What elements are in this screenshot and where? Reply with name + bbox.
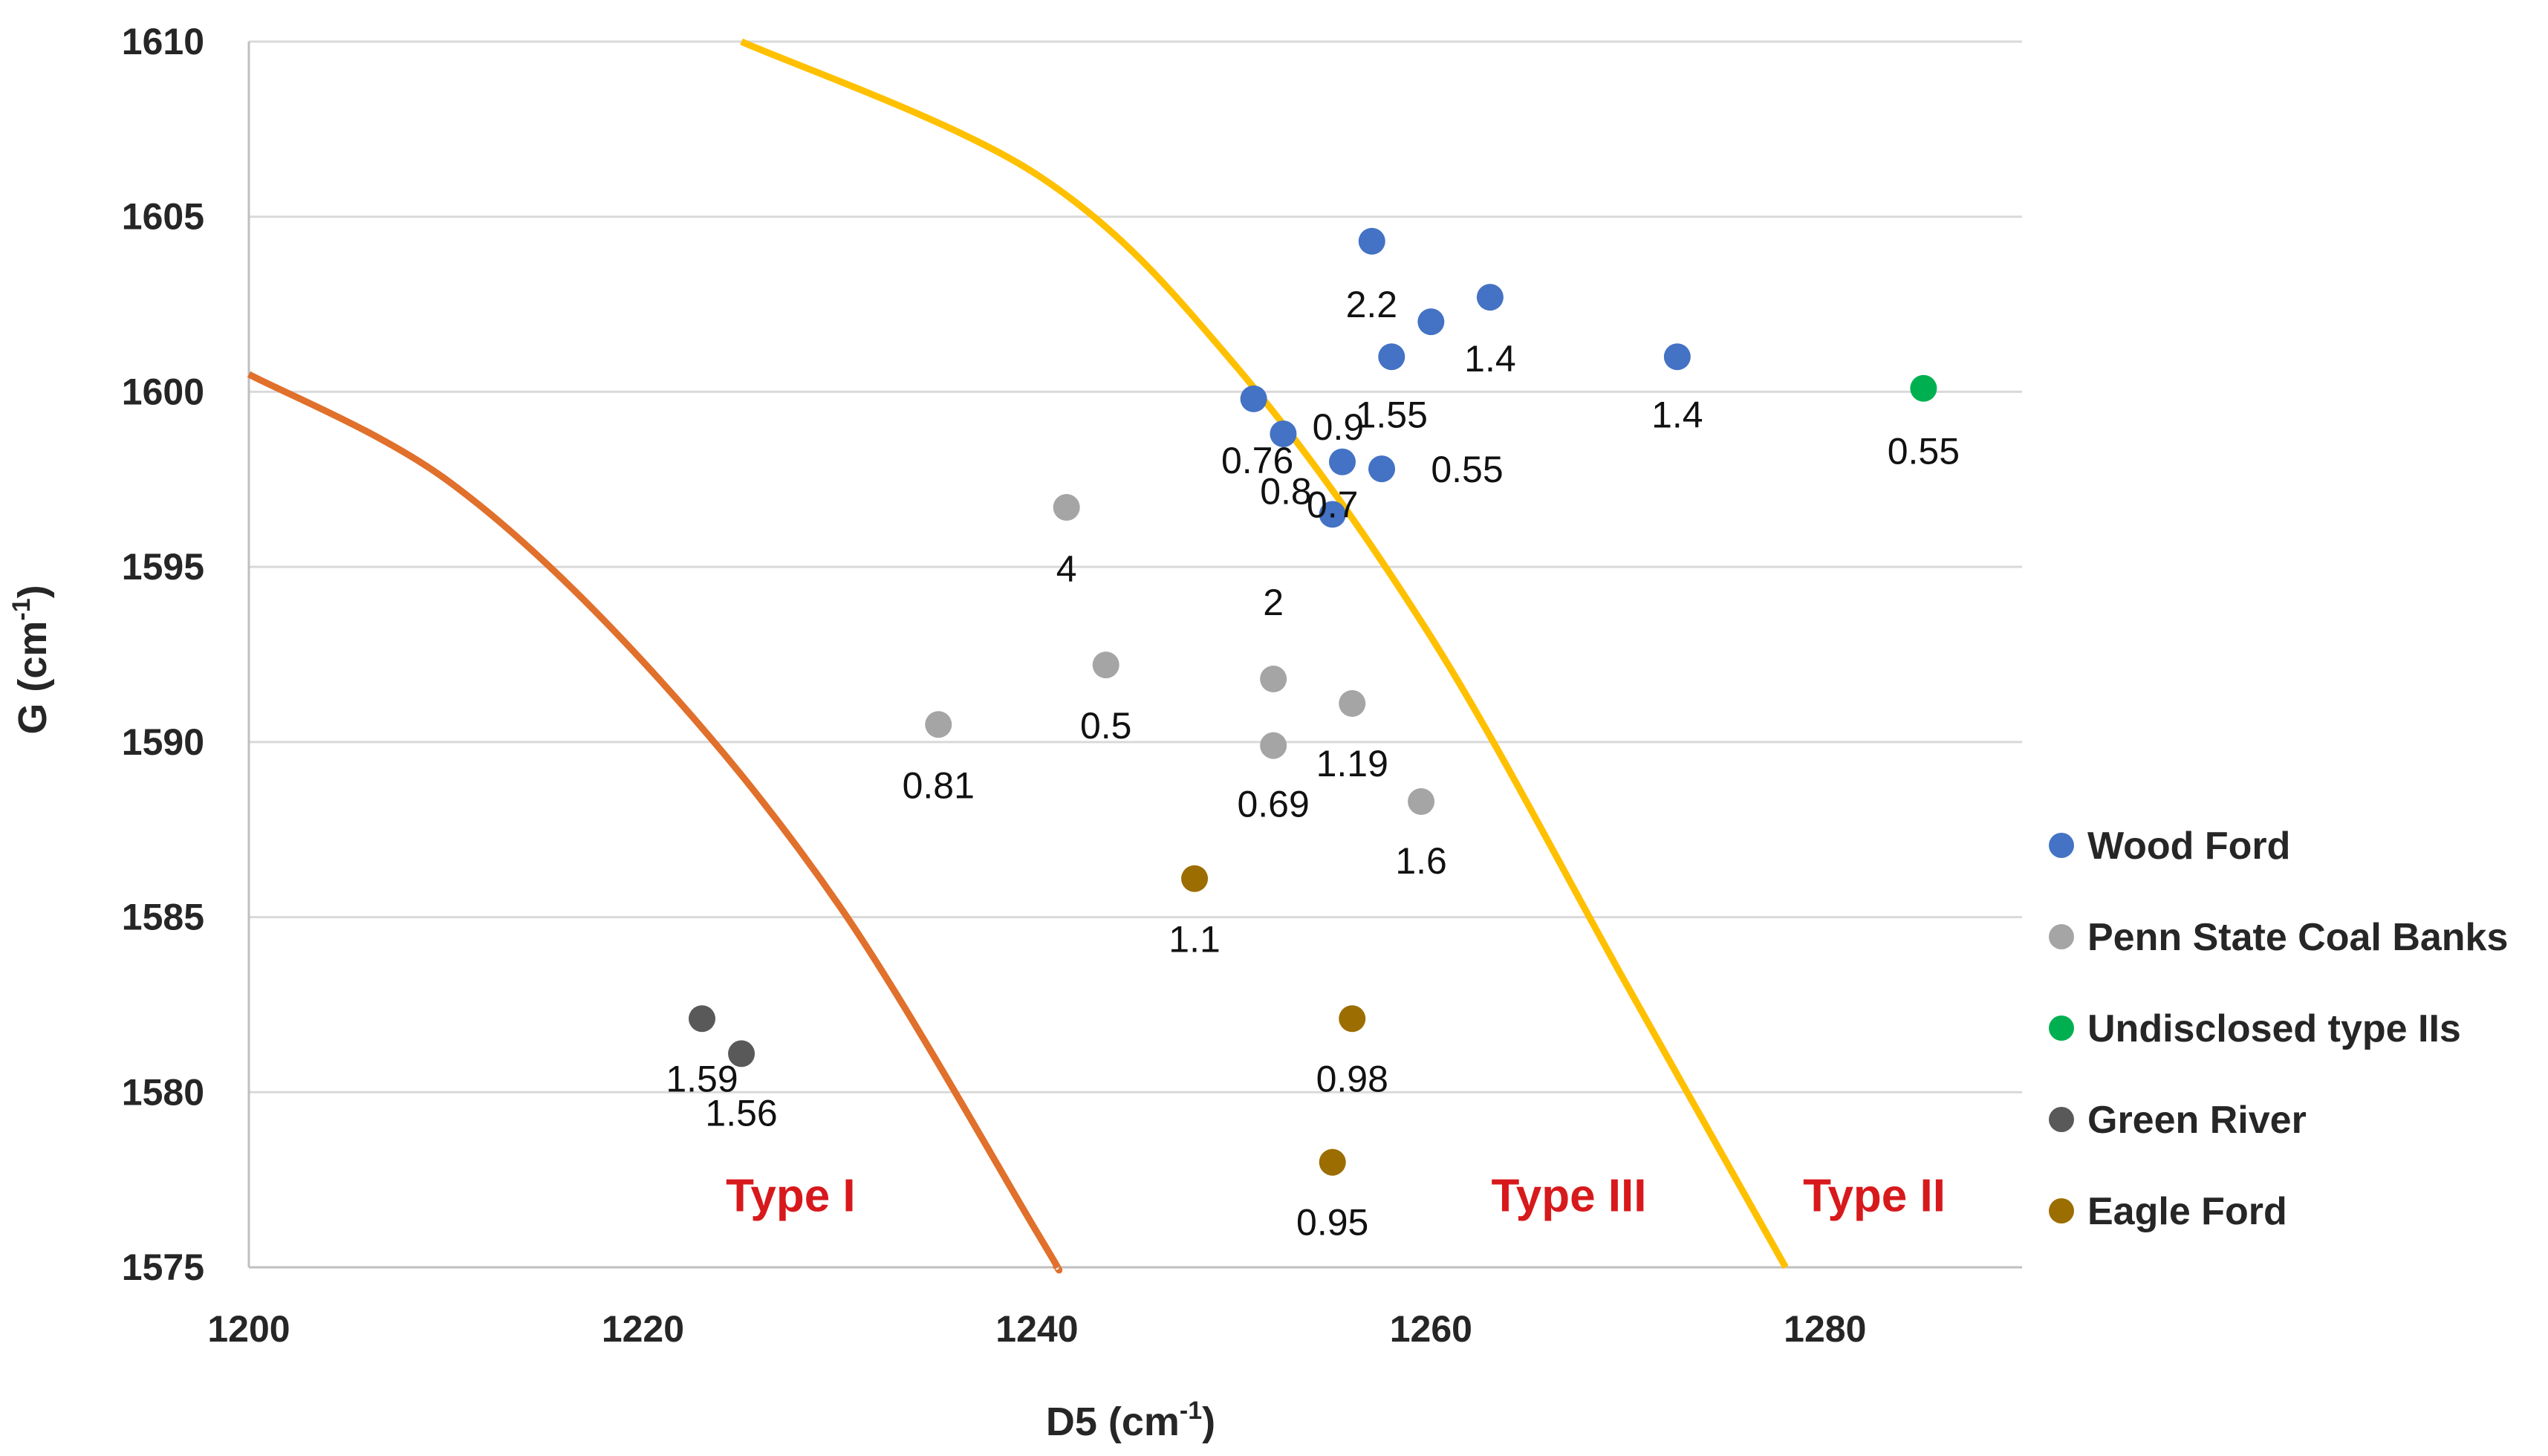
data-point: [1260, 666, 1287, 692]
legend-label: Eagle Ford: [2087, 1190, 2287, 1233]
data-label: 1.55: [1356, 394, 1428, 435]
boundary-curves: [247, 38, 1789, 1274]
region-labels: Type I Type III Type II: [726, 1171, 1946, 1222]
data-point: [1378, 343, 1405, 371]
data-label: 0.9: [1313, 406, 1365, 448]
y-tick-label: 1575: [122, 1247, 204, 1288]
legend-marker: [2049, 1015, 2074, 1041]
data-point: [1260, 732, 1287, 759]
data-label: 2.2: [1346, 284, 1398, 325]
y-tick-label: 1610: [122, 21, 204, 62]
data-label: 4: [1056, 548, 1077, 590]
data-point: [1910, 374, 1937, 402]
tick-labels: 1575 1580 1585 1590 1595 1600 1605 1610 1200 1220…: [122, 21, 1867, 1350]
data-point: [728, 1040, 755, 1067]
x-tick-label: 1240: [995, 1308, 1078, 1350]
data-label: 1.4: [1464, 338, 1516, 380]
data-point: [1328, 448, 1356, 475]
legend-marker: [2049, 924, 2074, 949]
data-point: [1339, 690, 1366, 717]
data-label: 1.4: [1651, 394, 1703, 435]
data-labels: 2.2 1.4 1.55 1.4 0.76 0.90.8 0.55 0.7 4 2 0.5 0.81 1…: [666, 284, 1960, 1243]
x-tick-label: 1260: [1390, 1308, 1472, 1350]
axes: [247, 42, 2022, 1269]
legend: Wood Ford Penn State Coal Banks Undisclose…: [2049, 825, 2508, 1233]
boundary-curve: [247, 371, 1063, 1274]
x-tick-label: 1200: [207, 1308, 290, 1350]
region-label: Type I: [726, 1171, 856, 1222]
y-tick-label: 1580: [122, 1071, 204, 1113]
data-point: [1408, 788, 1435, 815]
y-tick-label: 1605: [122, 196, 204, 238]
data-point: [689, 1005, 716, 1033]
data-point: [1092, 651, 1119, 679]
data-label: 0.55: [1431, 449, 1503, 490]
data-point: [1663, 343, 1691, 371]
data-point: [1476, 284, 1504, 311]
region-label: Type II: [1803, 1171, 1946, 1222]
data-label: 1.59: [666, 1058, 738, 1099]
data-label: 1.1: [1169, 919, 1221, 961]
legend-label: Undisclosed type IIs: [2087, 1007, 2461, 1050]
legend-label: Penn State Coal Banks: [2087, 916, 2508, 959]
data-label: 0.8: [1260, 471, 1312, 513]
y-tick-label: 1590: [122, 721, 204, 763]
data-label: 1.6: [1395, 840, 1447, 882]
region-label: Type III: [1491, 1171, 1646, 1222]
data-label: 0.5: [1080, 705, 1132, 747]
y-tick-label: 1585: [122, 897, 204, 938]
data-point: [1417, 308, 1445, 336]
data-point: [1339, 1005, 1366, 1033]
data-point: [1053, 494, 1080, 521]
x-tick-label: 1220: [602, 1308, 684, 1350]
data-point: [925, 711, 952, 738]
legend-marker: [2049, 1107, 2074, 1132]
data-label: 0.55: [1888, 431, 1960, 472]
data-label: 0.76: [1221, 440, 1293, 481]
legend-marker: [2049, 1198, 2074, 1223]
y-tick-label: 1595: [122, 546, 204, 588]
x-tick-label: 1280: [1784, 1308, 1866, 1350]
data-point: [1368, 455, 1396, 483]
data-label: 0.95: [1296, 1202, 1368, 1244]
boundary-curve: [740, 38, 1789, 1270]
legend-label: Wood Ford: [2087, 825, 2290, 868]
data-point: [1319, 1148, 1346, 1176]
data-label: 0.81: [903, 764, 975, 806]
data-label: 2: [1263, 582, 1284, 623]
x-axis-title: D5 (cm-1): [1046, 1397, 1215, 1444]
data-label: 1.19: [1316, 743, 1388, 784]
data-points: [689, 227, 1937, 1176]
data-label: 1.56: [705, 1092, 777, 1134]
legend-label: Green River: [2087, 1099, 2307, 1142]
data-point: [1181, 865, 1209, 892]
legend-marker: [2049, 833, 2074, 858]
data-point: [1319, 501, 1346, 528]
data-point: [1358, 227, 1385, 255]
y-tick-label: 1600: [122, 371, 204, 412]
y-axis-title: G (cm-1): [7, 585, 55, 734]
data-point: [1240, 385, 1267, 412]
data-label: 0.7: [1307, 484, 1359, 525]
gridlines: [249, 40, 2022, 1093]
data-label: 0.98: [1316, 1058, 1388, 1099]
data-label: 0.69: [1237, 784, 1309, 825]
data-point: [1270, 420, 1297, 447]
